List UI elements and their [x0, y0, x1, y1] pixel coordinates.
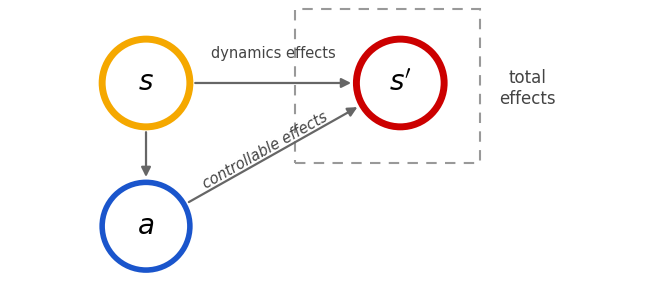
Circle shape: [102, 182, 190, 270]
Text: $\mathit{s}$: $\mathit{s}$: [138, 69, 154, 96]
Text: controllable effects: controllable effects: [200, 110, 330, 192]
Circle shape: [356, 39, 444, 127]
Text: $\mathit{a}$: $\mathit{a}$: [137, 213, 155, 240]
Text: dynamics effects: dynamics effects: [211, 46, 336, 61]
Text: $\mathit{s}'$: $\mathit{s}'$: [389, 69, 411, 96]
Circle shape: [102, 39, 190, 127]
Text: total
effects: total effects: [499, 69, 556, 108]
